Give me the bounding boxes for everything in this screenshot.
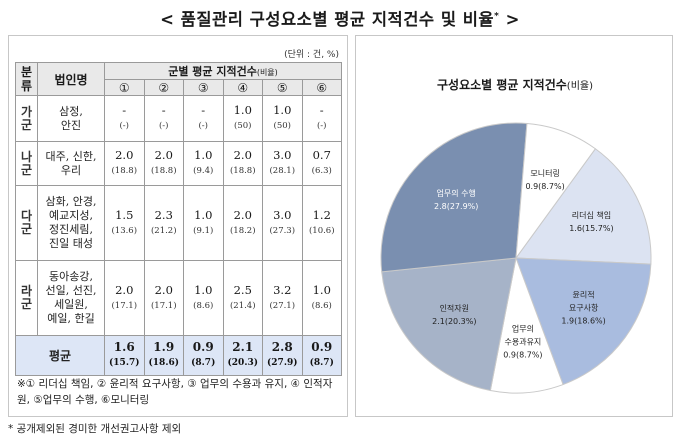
group-cell-2: - (-) <box>144 96 184 142</box>
group-cell-2: 2.0 (17.1) <box>144 261 184 336</box>
group-cell-1: - (-) <box>105 96 145 142</box>
group-cell-5: 1.0 (50) <box>263 96 303 142</box>
average-cell-5: 2.8 (27.9) <box>263 336 303 376</box>
group-cell-3: - (-) <box>184 96 224 142</box>
group-cell-4: 2.5 (21.4) <box>223 261 263 336</box>
table-row: 라 군 동아송강, 선일, 선진, 세일원, 예일, 한길 2.0 (17.1) 2.0 (17.… <box>16 261 342 336</box>
pie-category-label: 인적자원 <box>440 303 469 313</box>
group-cell-4: 2.0 (18.2) <box>223 186 263 261</box>
average-cell-3: 0.9 (8.7) <box>184 336 224 376</box>
table-row: 나 군 대주, 신한, 우리 2.0 (18.8) 2.0 (18.8) 1.0 (9.4) 2.0… <box>16 142 342 186</box>
group-cell-6: 0.7 (6.3) <box>302 142 342 186</box>
group-companies: 삼화, 안경, 예교지성, 정진세림, 진일 태성 <box>38 186 105 261</box>
group-companies: 삼정, 안진 <box>38 96 105 142</box>
average-label: 평균 <box>16 336 105 376</box>
average-cell-6: 0.9 (8.7) <box>302 336 342 376</box>
pie-category-label: 업무의 수행 <box>437 188 476 198</box>
average-cell-1: 1.6 (15.7) <box>105 336 145 376</box>
footer-note: * 공개제외된 경미한 개선권고사항 제외 <box>8 421 181 436</box>
group-cell-3: 1.0 (9.4) <box>184 142 224 186</box>
table-row: 가 군 삼정, 안진 - (-) - (-) - (-) 1.0 (50) 1.0 (50) - (-) <box>16 96 342 142</box>
pie-category-label: 업무의 <box>512 323 534 333</box>
average-row: 평균 1.6 (15.7) 1.9 (18.6) 0.9 (8.7) 2.1 (20.3) 2.8… <box>16 336 342 376</box>
group-cell-1: 1.5 (13.6) <box>105 186 145 261</box>
col-number-1: ① <box>105 80 145 96</box>
pie-value-label: 0.9(8.7%) <box>525 182 564 191</box>
group-cell-4: 2.0 (18.8) <box>223 142 263 186</box>
group-companies: 동아송강, 선일, 선진, 세일원, 예일, 한길 <box>38 261 105 336</box>
group-cell-6: 1.2 (10.6) <box>302 186 342 261</box>
group-cell-5: 3.0 (28.1) <box>263 142 303 186</box>
group-cell-2: 2.0 (18.8) <box>144 142 184 186</box>
pie-category-label: 윤리적 <box>573 289 595 299</box>
pie-value-label: 2.1(20.3%) <box>432 317 476 326</box>
pie-value-label: 0.9(8.7%) <box>503 350 542 359</box>
group-cell-5: 3.2 (27.1) <box>263 261 303 336</box>
group-cell-3: 1.0 (8.6) <box>184 261 224 336</box>
pie-value-label: 1.9(18.6%) <box>561 316 605 325</box>
col-number-6: ⑥ <box>302 80 342 96</box>
group-cell-1: 2.0 (17.1) <box>105 261 145 336</box>
page-title: < 품질관리 구성요소별 평균 지적건수 및 비율* > <box>0 6 680 30</box>
header-name: 법인명 <box>38 63 105 96</box>
group-cell-1: 2.0 (18.8) <box>105 142 145 186</box>
pie-category-label: 요구사항 <box>569 303 599 312</box>
col-number-4: ④ <box>223 80 263 96</box>
group-cell-6: 1.0 (8.6) <box>302 261 342 336</box>
pie-value-label: 1.6(15.7%) <box>569 224 613 233</box>
chart-panel: 구성요소별 평균 지적건수(비율) 리더십 책임 1.6(15.7%) 윤리적 요구사… <box>355 35 673 417</box>
pie-value-label: 2.8(27.9%) <box>434 202 478 211</box>
group-cell-6: - (-) <box>302 96 342 142</box>
average-cell-4: 2.1 (20.3) <box>223 336 263 376</box>
pie-category-label: 모니터링 <box>530 168 559 178</box>
unit-label: (단위 : 건, %) <box>284 47 339 60</box>
table-row: 다 군 삼화, 안경, 예교지성, 정진세림, 진일 태성 1.5 (13.6) 2.3 (21.… <box>16 186 342 261</box>
group-cell-4: 1.0 (50) <box>223 96 263 142</box>
pie-category-label: 수용과유지 <box>504 337 541 346</box>
group-cell-5: 3.0 (27.3) <box>263 186 303 261</box>
legend-note: ※① 리더십 책임, ② 윤리적 요구사항, ③ 업무의 수용과 유지, ④ 인… <box>17 376 345 408</box>
col-number-3: ③ <box>184 80 224 96</box>
group-cell-2: 2.3 (21.2) <box>144 186 184 261</box>
pie-category-label: 리더십 책임 <box>572 210 611 220</box>
col-number-2: ② <box>144 80 184 96</box>
group-companies: 대주, 신한, 우리 <box>38 142 105 186</box>
col-number-5: ⑤ <box>263 80 303 96</box>
average-cell-2: 1.9 (18.6) <box>144 336 184 376</box>
group-cell-3: 1.0 (9.1) <box>184 186 224 261</box>
header-group: 군별 평균 지적건수(비율) <box>105 63 342 80</box>
